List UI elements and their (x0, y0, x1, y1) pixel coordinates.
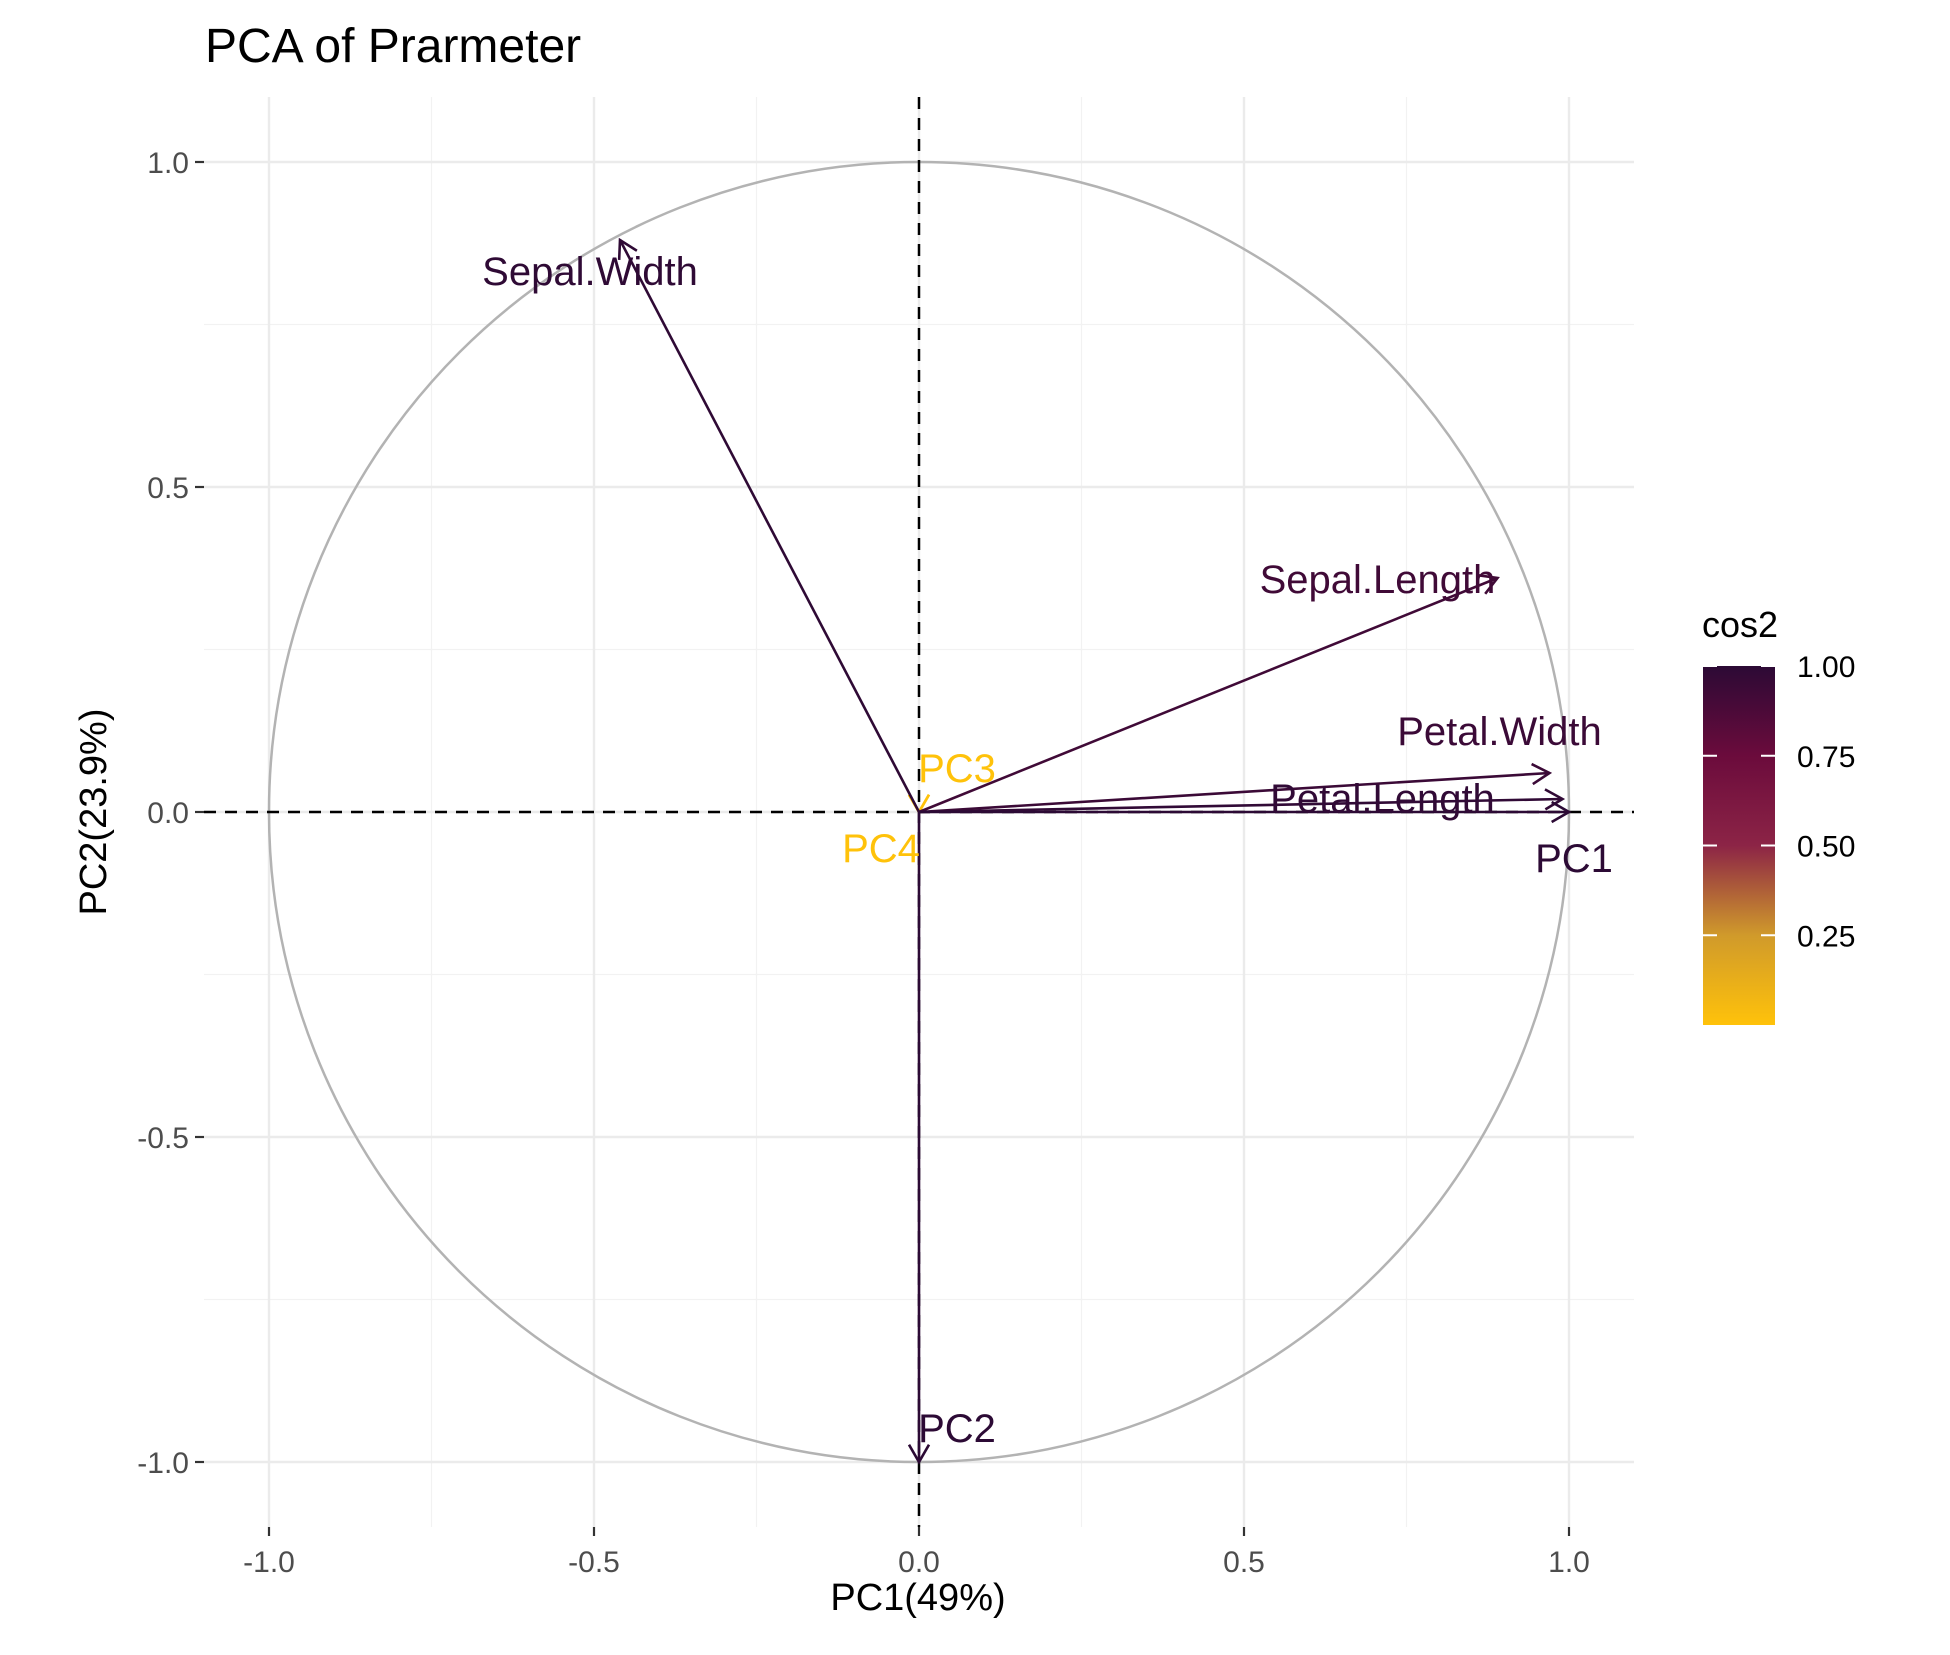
x-tick-label: 0.5 (1223, 1546, 1265, 1579)
y-tick-label: -0.5 (137, 1122, 189, 1155)
variable-label: PC4 (842, 827, 920, 871)
y-tick-label: -1.0 (137, 1447, 189, 1480)
arrow-head (907, 1444, 931, 1465)
y-tick-label: 1.0 (147, 147, 189, 180)
arrow-head (1551, 800, 1572, 824)
arrow-head (1477, 573, 1500, 595)
x-tick-label: -1.0 (243, 1546, 295, 1579)
arrow-head (1531, 762, 1553, 786)
arrow-pc2 (907, 812, 931, 1465)
variable-labels: Sepal.Width Sepal.Length Petal.Width Petal.… (482, 250, 1613, 1451)
variable-arrows (617, 237, 1572, 1465)
variable-label: Sepal.Length (1260, 558, 1496, 602)
legend-tick-label: 0.25 (1797, 920, 1855, 953)
variable-label: PC3 (918, 747, 996, 791)
arrow-sepal-width (617, 237, 921, 813)
legend-title: cos2 (1702, 604, 1778, 645)
legend-tick-label: 1.00 (1797, 651, 1855, 684)
variable-label: PC1 (1535, 837, 1613, 881)
arrow-pc1 (919, 800, 1572, 824)
x-tick-label: 0.0 (898, 1546, 940, 1579)
arrow-petal-length (918, 788, 1566, 814)
arrow-sepal-length (918, 573, 1500, 814)
variable-label: Petal.Length (1270, 777, 1495, 821)
y-tick-label: 0.0 (147, 797, 189, 830)
x-tick-label: -0.5 (568, 1546, 620, 1579)
legend-tick-label: 0.50 (1797, 831, 1855, 864)
variable-label: PC2 (918, 1407, 996, 1451)
arrow-petal-width (918, 762, 1553, 814)
legend: 1.00 0.75 0.50 0.25 (1703, 651, 1855, 1025)
arrow-head (617, 237, 638, 261)
arrow-shaft (918, 771, 1550, 814)
y-tick-label: 0.5 (147, 472, 189, 505)
arrow-shaft (618, 239, 921, 813)
arrow-shaft (918, 576, 1498, 814)
arrow-head (1544, 788, 1566, 811)
arrow-shaft (918, 797, 1563, 814)
variable-label: Petal.Width (1397, 710, 1602, 754)
x-tick-label: 1.0 (1548, 1546, 1590, 1579)
chart-title: PCA of Prarmeter (205, 20, 581, 73)
y-axis-title: PC2(23.9%) (73, 709, 115, 916)
x-axis-title: PC1(49%) (830, 1577, 1005, 1619)
axes: -1.0 -0.5 0.0 0.5 1.0 -1.0 -0.5 0.0 0.5 1.0 (137, 147, 1590, 1579)
variable-label: Sepal.Width (482, 250, 698, 294)
legend-tick-label: 0.75 (1797, 741, 1855, 774)
